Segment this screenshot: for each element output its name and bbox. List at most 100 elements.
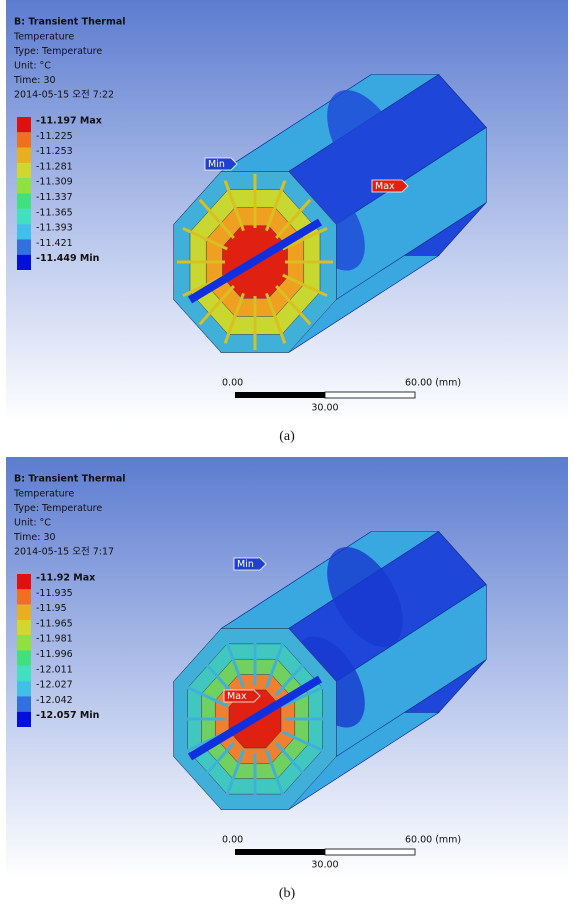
legend-swatch xyxy=(17,696,31,712)
legend-label: -12.057 Min xyxy=(36,710,100,721)
legend-swatch xyxy=(17,681,31,697)
legend-label: -11.309 xyxy=(36,177,73,188)
scale-start: 0.00 xyxy=(222,835,243,846)
shaft xyxy=(187,218,323,304)
legend-swatch xyxy=(17,650,31,666)
scale-end: 60.00 (mm) xyxy=(405,378,461,389)
slot xyxy=(223,292,245,344)
cylinder-band xyxy=(327,90,403,190)
slot xyxy=(265,180,287,232)
shaft xyxy=(187,675,323,761)
slot xyxy=(198,198,235,239)
slot xyxy=(198,655,235,696)
legend-label: -11.281 xyxy=(36,161,73,172)
legend-label: -11.337 xyxy=(36,192,73,203)
cylinder-band xyxy=(327,547,403,647)
legend-label: -11.965 xyxy=(36,618,73,629)
legend-swatch xyxy=(17,239,31,255)
caption: (b) xyxy=(279,886,296,901)
header-line: Type: Temperature xyxy=(13,46,102,57)
legend-label: -11.996 xyxy=(36,649,73,660)
slot xyxy=(182,226,228,251)
panel: B: Transient Thermal Temperature Type: Tem… xyxy=(6,457,568,901)
scale-bar-white xyxy=(324,391,416,399)
scale-bar-black xyxy=(235,849,325,855)
legend-swatch xyxy=(17,589,31,605)
legend-label: -11.95 xyxy=(36,603,67,614)
legend-swatch xyxy=(17,193,31,209)
slot xyxy=(282,273,328,298)
slot xyxy=(223,749,245,801)
legend-swatch xyxy=(17,711,31,727)
legend-label: -11.225 xyxy=(36,131,73,142)
legend-swatch xyxy=(17,665,31,682)
scale-start: 0.00 xyxy=(222,378,243,389)
slot xyxy=(223,637,245,689)
header-line: Unit: °C xyxy=(14,518,51,529)
probe-min xyxy=(233,557,267,571)
header-line: 2014-05-15 오전 7:17 xyxy=(14,547,114,558)
slot xyxy=(265,292,287,344)
legend-label: -11.393 xyxy=(36,223,73,234)
legend-label: -11.449 Min xyxy=(36,253,100,264)
legend-swatch xyxy=(17,132,31,148)
legend-swatch xyxy=(17,574,31,590)
legend-swatch xyxy=(17,117,31,133)
caption: (a) xyxy=(279,429,295,444)
legend-swatch xyxy=(17,147,31,163)
probe-min-label: Min xyxy=(208,159,225,170)
header-line: Time: 30 xyxy=(13,75,56,86)
slot xyxy=(223,180,245,232)
header-line: Temperature xyxy=(13,489,74,500)
legend-swatch xyxy=(17,224,31,240)
probe-max-label: Max xyxy=(227,691,247,702)
header-line: Type: Temperature xyxy=(13,503,102,514)
legend-swatch xyxy=(17,254,31,270)
probe-max xyxy=(371,179,409,193)
header-line: 2014-05-15 오전 7:22 xyxy=(14,90,114,101)
legend-label: -12.011 xyxy=(36,664,73,675)
legend-label: -11.981 xyxy=(36,634,73,645)
legend-swatch xyxy=(17,178,31,194)
header-title: B: Transient Thermal xyxy=(14,474,126,485)
scale-middle: 30.00 xyxy=(311,860,338,871)
legend-swatch xyxy=(17,635,31,651)
probe-max-label: Max xyxy=(375,181,395,192)
panel: B: Transient Thermal Temperature Type: Tem… xyxy=(6,0,568,444)
slot xyxy=(282,683,328,708)
scale-bar-black xyxy=(235,392,325,398)
slot xyxy=(265,749,287,801)
legend-label: -11.421 xyxy=(36,238,73,249)
legend-swatch xyxy=(17,619,31,636)
legend-label: -11.253 xyxy=(36,146,73,157)
header-line: Time: 30 xyxy=(13,532,56,543)
legend-swatch xyxy=(17,208,31,225)
slot xyxy=(198,285,235,326)
slot xyxy=(275,285,312,326)
legend-label: -12.027 xyxy=(36,680,73,691)
legend-label: -11.365 xyxy=(36,207,73,218)
scale-bar-white xyxy=(324,848,416,856)
slot xyxy=(282,226,328,251)
legend-label: -11.197 Max xyxy=(36,116,102,127)
probe-min xyxy=(204,157,238,171)
scale-end: 60.00 (mm) xyxy=(405,835,461,846)
slot xyxy=(282,730,328,755)
legend-label: -12.042 xyxy=(36,695,73,706)
probe-max xyxy=(223,689,261,703)
slot xyxy=(182,683,228,708)
slot xyxy=(265,637,287,689)
header-title: B: Transient Thermal xyxy=(14,17,126,28)
slot xyxy=(275,655,312,696)
probe-min-label: Min xyxy=(237,559,254,570)
slot xyxy=(275,198,312,239)
header-line: Unit: °C xyxy=(14,61,51,72)
slot xyxy=(275,742,312,783)
legend-swatch xyxy=(17,162,31,179)
legend-swatch xyxy=(17,604,31,620)
legend-label: -11.92 Max xyxy=(36,573,95,584)
slot xyxy=(198,742,235,783)
legend-label: -11.935 xyxy=(36,588,73,599)
scale-middle: 30.00 xyxy=(311,403,338,414)
